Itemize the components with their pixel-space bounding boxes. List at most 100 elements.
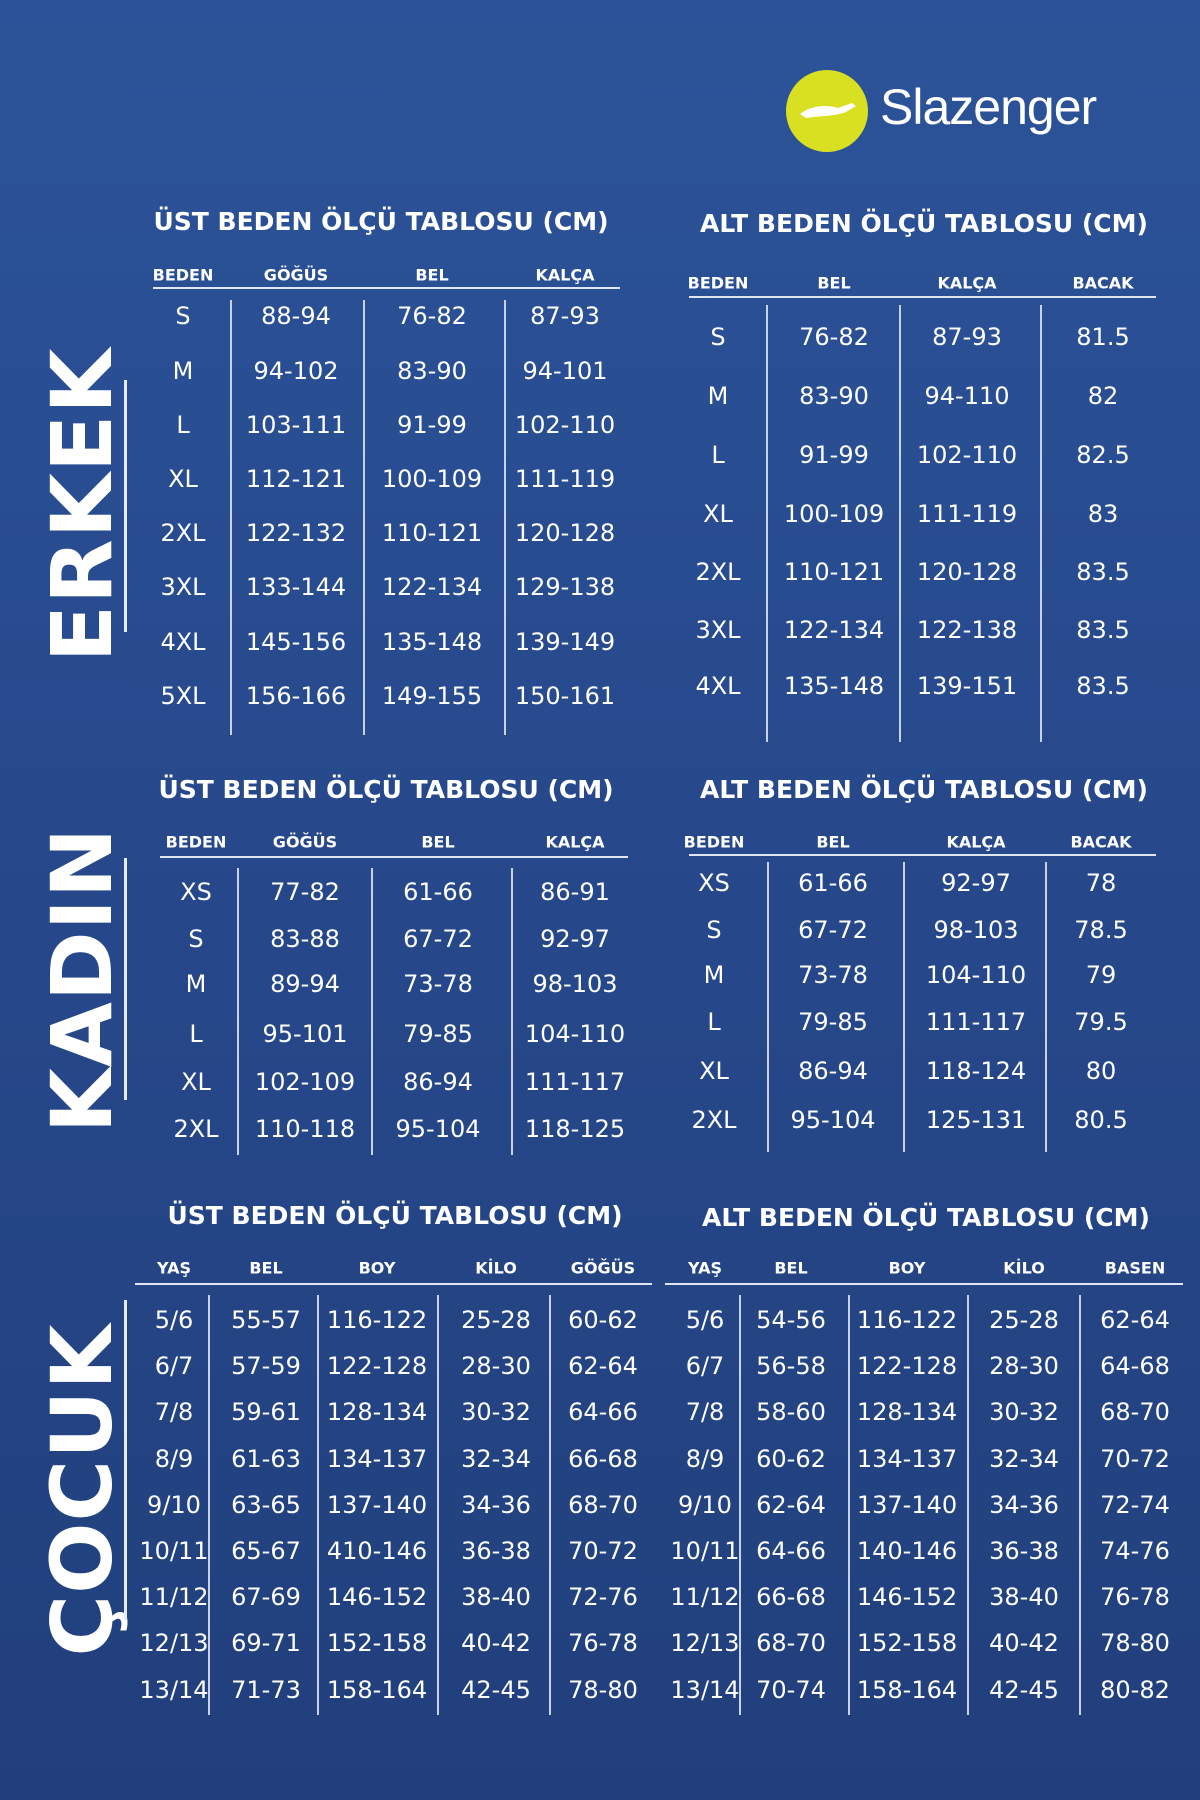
measurement-cell: 68-70: [568, 1491, 638, 1519]
measurement-cell: 28-30: [989, 1352, 1059, 1380]
measurement-cell: 60-62: [756, 1445, 826, 1473]
measurement-cell: 95-104: [395, 1115, 481, 1143]
size-cell: L: [711, 441, 725, 469]
measurement-cell: 42-45: [989, 1676, 1059, 1704]
measurement-cell: 91-99: [799, 441, 869, 469]
column-header: GÖĞÜS: [570, 1258, 636, 1278]
column-divider: [549, 1295, 551, 1715]
measurement-cell: 95-101: [262, 1020, 348, 1048]
size-cell: 9/10: [147, 1491, 201, 1519]
column-divider: [899, 305, 901, 742]
measurement-cell: 25-28: [461, 1306, 531, 1334]
measurement-cell: 91-99: [397, 411, 467, 439]
size-cell: 11/12: [139, 1583, 209, 1611]
measurement-cell: 54-56: [756, 1306, 826, 1334]
measurement-cell: 158-164: [326, 1676, 428, 1704]
measurement-cell: 70-72: [1100, 1445, 1170, 1473]
measurement-cell: 122-128: [326, 1352, 428, 1380]
measurement-cell: 146-152: [856, 1583, 958, 1611]
measurement-cell: 152-158: [856, 1629, 958, 1657]
size-cell: XL: [703, 500, 733, 528]
measurement-cell: 28-30: [461, 1352, 531, 1380]
size-cell: 11/12: [670, 1583, 740, 1611]
measurement-cell: 110-121: [783, 558, 885, 586]
measurement-cell: 66-68: [568, 1445, 638, 1473]
measurement-cell: 60-62: [568, 1306, 638, 1334]
measurement-cell: 42-45: [461, 1676, 531, 1704]
measurement-cell: 80-82: [1100, 1676, 1170, 1704]
measurement-cell: 89-94: [270, 970, 340, 998]
size-cell: 3XL: [160, 573, 206, 601]
column-header: KALÇA: [946, 832, 1006, 852]
measurement-cell: 73-78: [798, 961, 868, 989]
size-cell: 5/6: [154, 1306, 194, 1334]
measurement-cell: 70-74: [756, 1676, 826, 1704]
measurement-cell: 67-72: [798, 916, 868, 944]
measurement-cell: 38-40: [461, 1583, 531, 1611]
column-header: KİLO: [1003, 1258, 1045, 1278]
measurement-cell: 111-117: [524, 1068, 626, 1096]
column-header: BEL: [415, 265, 449, 285]
group-label-kadin: KADIN: [33, 826, 131, 1134]
column-header: KALÇA: [937, 273, 997, 293]
measurement-cell: 83-90: [397, 357, 467, 385]
measurement-cell: 69-71: [231, 1629, 301, 1657]
size-cell: 13/14: [139, 1676, 209, 1704]
measurement-cell: 64-66: [568, 1398, 638, 1426]
size-cell: XL: [168, 465, 198, 493]
measurement-cell: 116-122: [856, 1306, 958, 1334]
column-header: BACAK: [1070, 832, 1132, 852]
column-divider: [363, 300, 365, 735]
measurement-cell: 103-111: [245, 411, 347, 439]
measurement-cell: 59-61: [231, 1398, 301, 1426]
size-cell: 4XL: [695, 672, 741, 700]
measurement-cell: 110-118: [254, 1115, 356, 1143]
group-divider: [124, 1300, 127, 1620]
size-cell: L: [707, 1008, 721, 1036]
measurement-cell: 134-137: [856, 1445, 958, 1473]
measurement-cell: 111-119: [916, 500, 1018, 528]
column-divider: [767, 862, 769, 1152]
measurement-cell: 78.5: [1074, 916, 1128, 944]
measurement-cell: 73-78: [403, 970, 473, 998]
size-cell: 7/8: [685, 1398, 725, 1426]
measurement-cell: 150-161: [514, 682, 616, 710]
measurement-cell: 86-91: [540, 878, 610, 906]
size-cell: 2XL: [173, 1115, 219, 1143]
measurement-cell: 79: [1085, 961, 1117, 989]
measurement-cell: 32-34: [461, 1445, 531, 1473]
column-divider: [237, 868, 239, 1155]
measurement-cell: 82: [1087, 382, 1119, 410]
header-divider: [665, 1283, 1183, 1285]
measurement-cell: 102-110: [514, 411, 616, 439]
measurement-cell: 112-121: [245, 465, 347, 493]
size-cell: M: [703, 961, 725, 989]
measurement-cell: 83: [1087, 500, 1119, 528]
measurement-cell: 156-166: [245, 682, 347, 710]
measurement-cell: 36-38: [989, 1537, 1059, 1565]
column-divider: [317, 1295, 319, 1715]
measurement-cell: 38-40: [989, 1583, 1059, 1611]
lower-table-title: ALT BEDEN ÖLÇÜ TABLOSU (CM): [700, 209, 1148, 238]
column-divider: [1045, 862, 1047, 1152]
column-header: KİLO: [475, 1258, 517, 1278]
column-header: BEDEN: [683, 832, 745, 852]
measurement-cell: 83-90: [799, 382, 869, 410]
column-header: BEL: [249, 1258, 283, 1278]
size-cell: 6/7: [154, 1352, 194, 1380]
column-divider: [230, 300, 232, 735]
column-header: YAŞ: [688, 1258, 722, 1278]
measurement-cell: 76-82: [799, 323, 869, 351]
measurement-cell: 137-140: [326, 1491, 428, 1519]
size-cell: M: [707, 382, 729, 410]
measurement-cell: 68-70: [1100, 1398, 1170, 1426]
measurement-cell: 25-28: [989, 1306, 1059, 1334]
measurement-cell: 110-121: [381, 519, 483, 547]
measurement-cell: 83.5: [1076, 672, 1130, 700]
measurement-cell: 120-128: [916, 558, 1018, 586]
measurement-cell: 146-152: [326, 1583, 428, 1611]
measurement-cell: 87-93: [530, 302, 600, 330]
measurement-cell: 62-64: [568, 1352, 638, 1380]
measurement-cell: 122-132: [245, 519, 347, 547]
size-cell: L: [189, 1020, 203, 1048]
